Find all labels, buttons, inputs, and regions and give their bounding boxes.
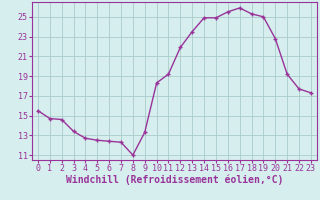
X-axis label: Windchill (Refroidissement éolien,°C): Windchill (Refroidissement éolien,°C) bbox=[66, 175, 283, 185]
